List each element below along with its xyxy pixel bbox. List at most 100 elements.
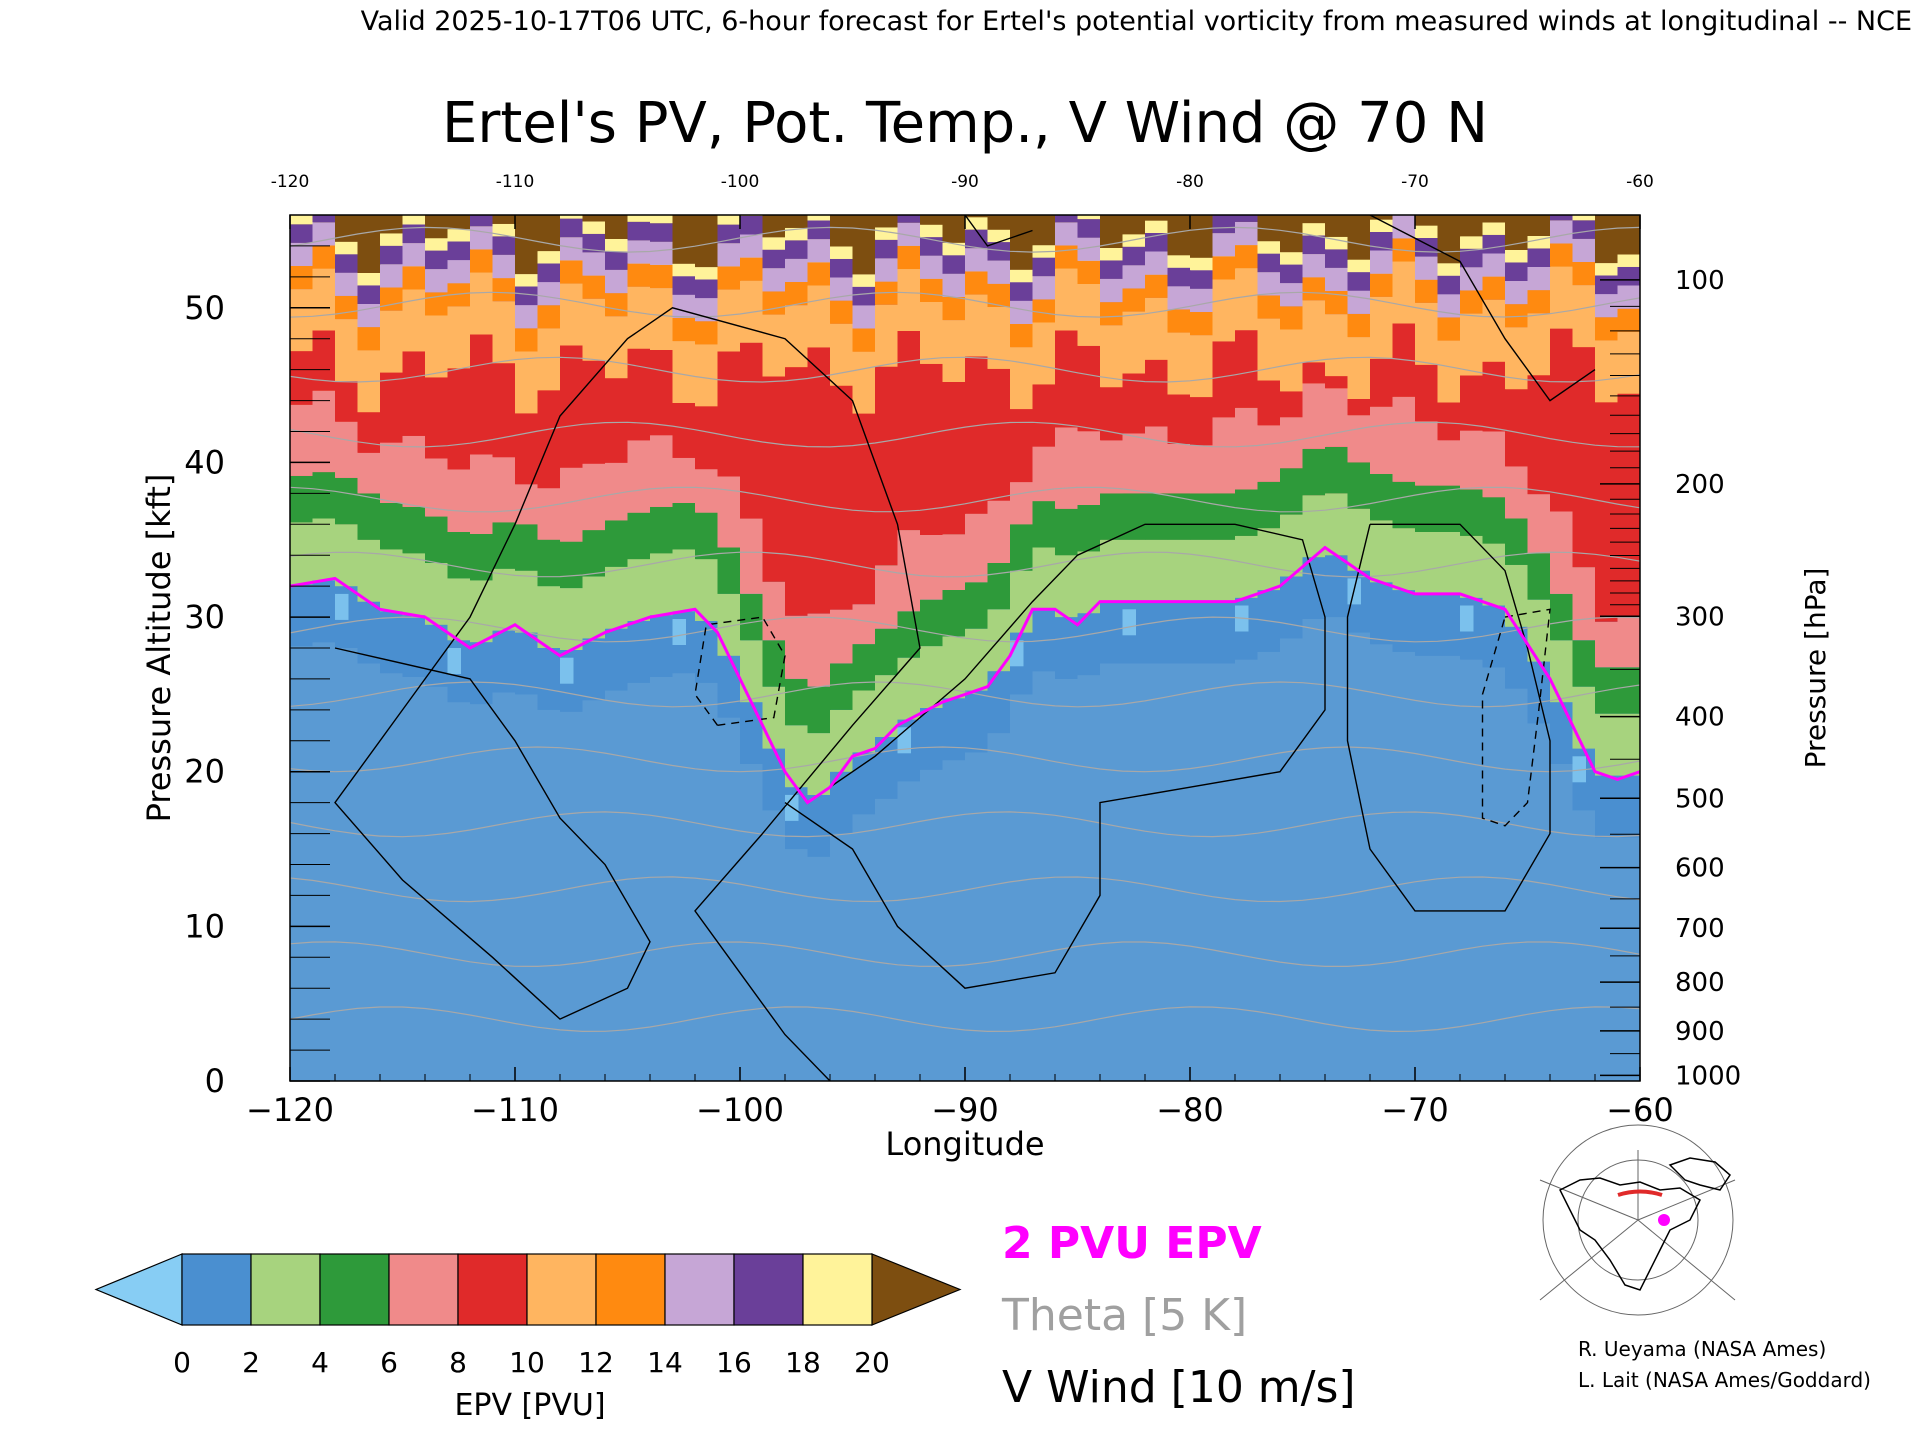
epv-cell	[1055, 215, 1079, 223]
epv-cell	[402, 289, 426, 352]
epv-cell	[1122, 433, 1146, 494]
pressure-tick-label: 700	[1675, 914, 1725, 944]
colorbar-segment	[388, 1253, 459, 1326]
epv-cell	[807, 285, 831, 348]
epv-cell	[942, 296, 966, 321]
epv-cell	[1325, 267, 1349, 291]
colorbar-tick-label: 6	[380, 1346, 398, 1379]
epv-cell	[1415, 421, 1439, 486]
epv-cell	[987, 229, 1011, 243]
epv-cell	[942, 320, 966, 382]
epv-cell	[312, 642, 336, 1081]
colorbar-tick-label: 0	[173, 1346, 191, 1379]
epv-cell	[470, 249, 494, 273]
epv-cell	[1032, 671, 1056, 1081]
epv-cell	[672, 215, 696, 264]
epv-cell	[627, 215, 651, 222]
epv-cell	[1077, 260, 1101, 284]
epv-cell	[1010, 694, 1034, 1081]
epv-cell	[1190, 539, 1214, 602]
x-top-tick-label: -100	[721, 172, 760, 192]
epv-cell	[492, 363, 516, 458]
epv-cell	[942, 242, 966, 256]
epv-cell	[335, 524, 359, 587]
epv-cell	[1167, 394, 1191, 444]
epv-cell	[1212, 215, 1236, 234]
epv-cell	[1527, 553, 1551, 600]
epv-cell	[965, 628, 989, 691]
epv-cell	[1145, 274, 1169, 298]
epv-cell	[537, 539, 561, 587]
epv-cell	[1055, 427, 1079, 509]
epv-cell	[942, 760, 966, 1081]
epv-cell	[357, 539, 381, 602]
epv-cell	[1482, 253, 1506, 277]
epv-cell	[1482, 276, 1506, 300]
colorbar-tick-label: 2	[242, 1346, 260, 1379]
epv-cell	[965, 356, 989, 514]
epv-cell	[1527, 236, 1551, 249]
epv-cell	[1167, 309, 1191, 333]
epv-cell	[1325, 249, 1349, 268]
epv-cell	[965, 229, 989, 249]
epv-cell	[605, 462, 629, 521]
epv-cell	[650, 215, 674, 224]
colorbar-segment	[595, 1253, 666, 1326]
colorbar-segment	[250, 1253, 321, 1326]
theta-contour	[290, 486, 1640, 513]
epv-cell	[1145, 359, 1169, 427]
epv-cell	[740, 234, 764, 258]
pressure-tick-label: 100	[1675, 266, 1725, 296]
epv-cell	[1212, 663, 1236, 1081]
epv-cell	[290, 266, 314, 290]
epv-cell	[1325, 314, 1349, 377]
v-wind-contour	[784, 523, 1326, 989]
epv-cell	[312, 245, 336, 269]
epv-cell	[1325, 291, 1349, 315]
epv-cell	[560, 215, 584, 219]
colorbar-segment	[664, 1253, 735, 1326]
epv-cell	[447, 260, 471, 284]
epv-cell	[875, 798, 899, 1081]
epv-cell	[672, 503, 696, 550]
epv-cell	[627, 620, 651, 683]
epv-cell	[1595, 402, 1619, 622]
epv-cell	[1482, 215, 1506, 223]
epv-cell	[402, 243, 426, 267]
epv-cell	[920, 646, 944, 708]
epv-cell	[515, 413, 539, 485]
epv-cell	[560, 588, 584, 650]
epv-cell	[1235, 489, 1259, 536]
epv-cell	[650, 288, 674, 350]
epv-cell	[1145, 251, 1169, 275]
epv-cell	[470, 580, 494, 643]
epv-cell	[515, 694, 539, 1081]
epv-cell	[672, 263, 696, 277]
epv-cell	[357, 215, 381, 273]
epv-cell	[1167, 443, 1191, 494]
epv-cell	[1077, 219, 1101, 238]
epv-cell	[762, 215, 786, 238]
epv-cell	[1302, 300, 1326, 363]
epv-cell	[650, 350, 674, 436]
epv-cell	[1595, 294, 1619, 318]
epv-cell	[1460, 290, 1484, 314]
epv-cell	[875, 215, 899, 228]
epv-cell	[1100, 215, 1124, 248]
colorbar-segment	[526, 1253, 597, 1326]
epv-cell	[380, 245, 404, 265]
epv-cell	[1122, 246, 1146, 266]
colorbar-segment	[802, 1253, 873, 1326]
colorbar-segment	[319, 1253, 390, 1326]
pressure-tick-label: 300	[1675, 602, 1725, 632]
epv-cell	[987, 283, 1011, 307]
epv-cell	[830, 300, 854, 324]
epv-cell	[1572, 215, 1596, 221]
epv-cell	[357, 273, 381, 286]
epv-cell	[537, 251, 561, 264]
epv-cell	[1437, 275, 1461, 295]
epv-cell	[290, 646, 314, 1081]
epv-cell	[830, 385, 854, 610]
epv-cell	[582, 275, 606, 299]
epv-cell	[1370, 219, 1394, 232]
